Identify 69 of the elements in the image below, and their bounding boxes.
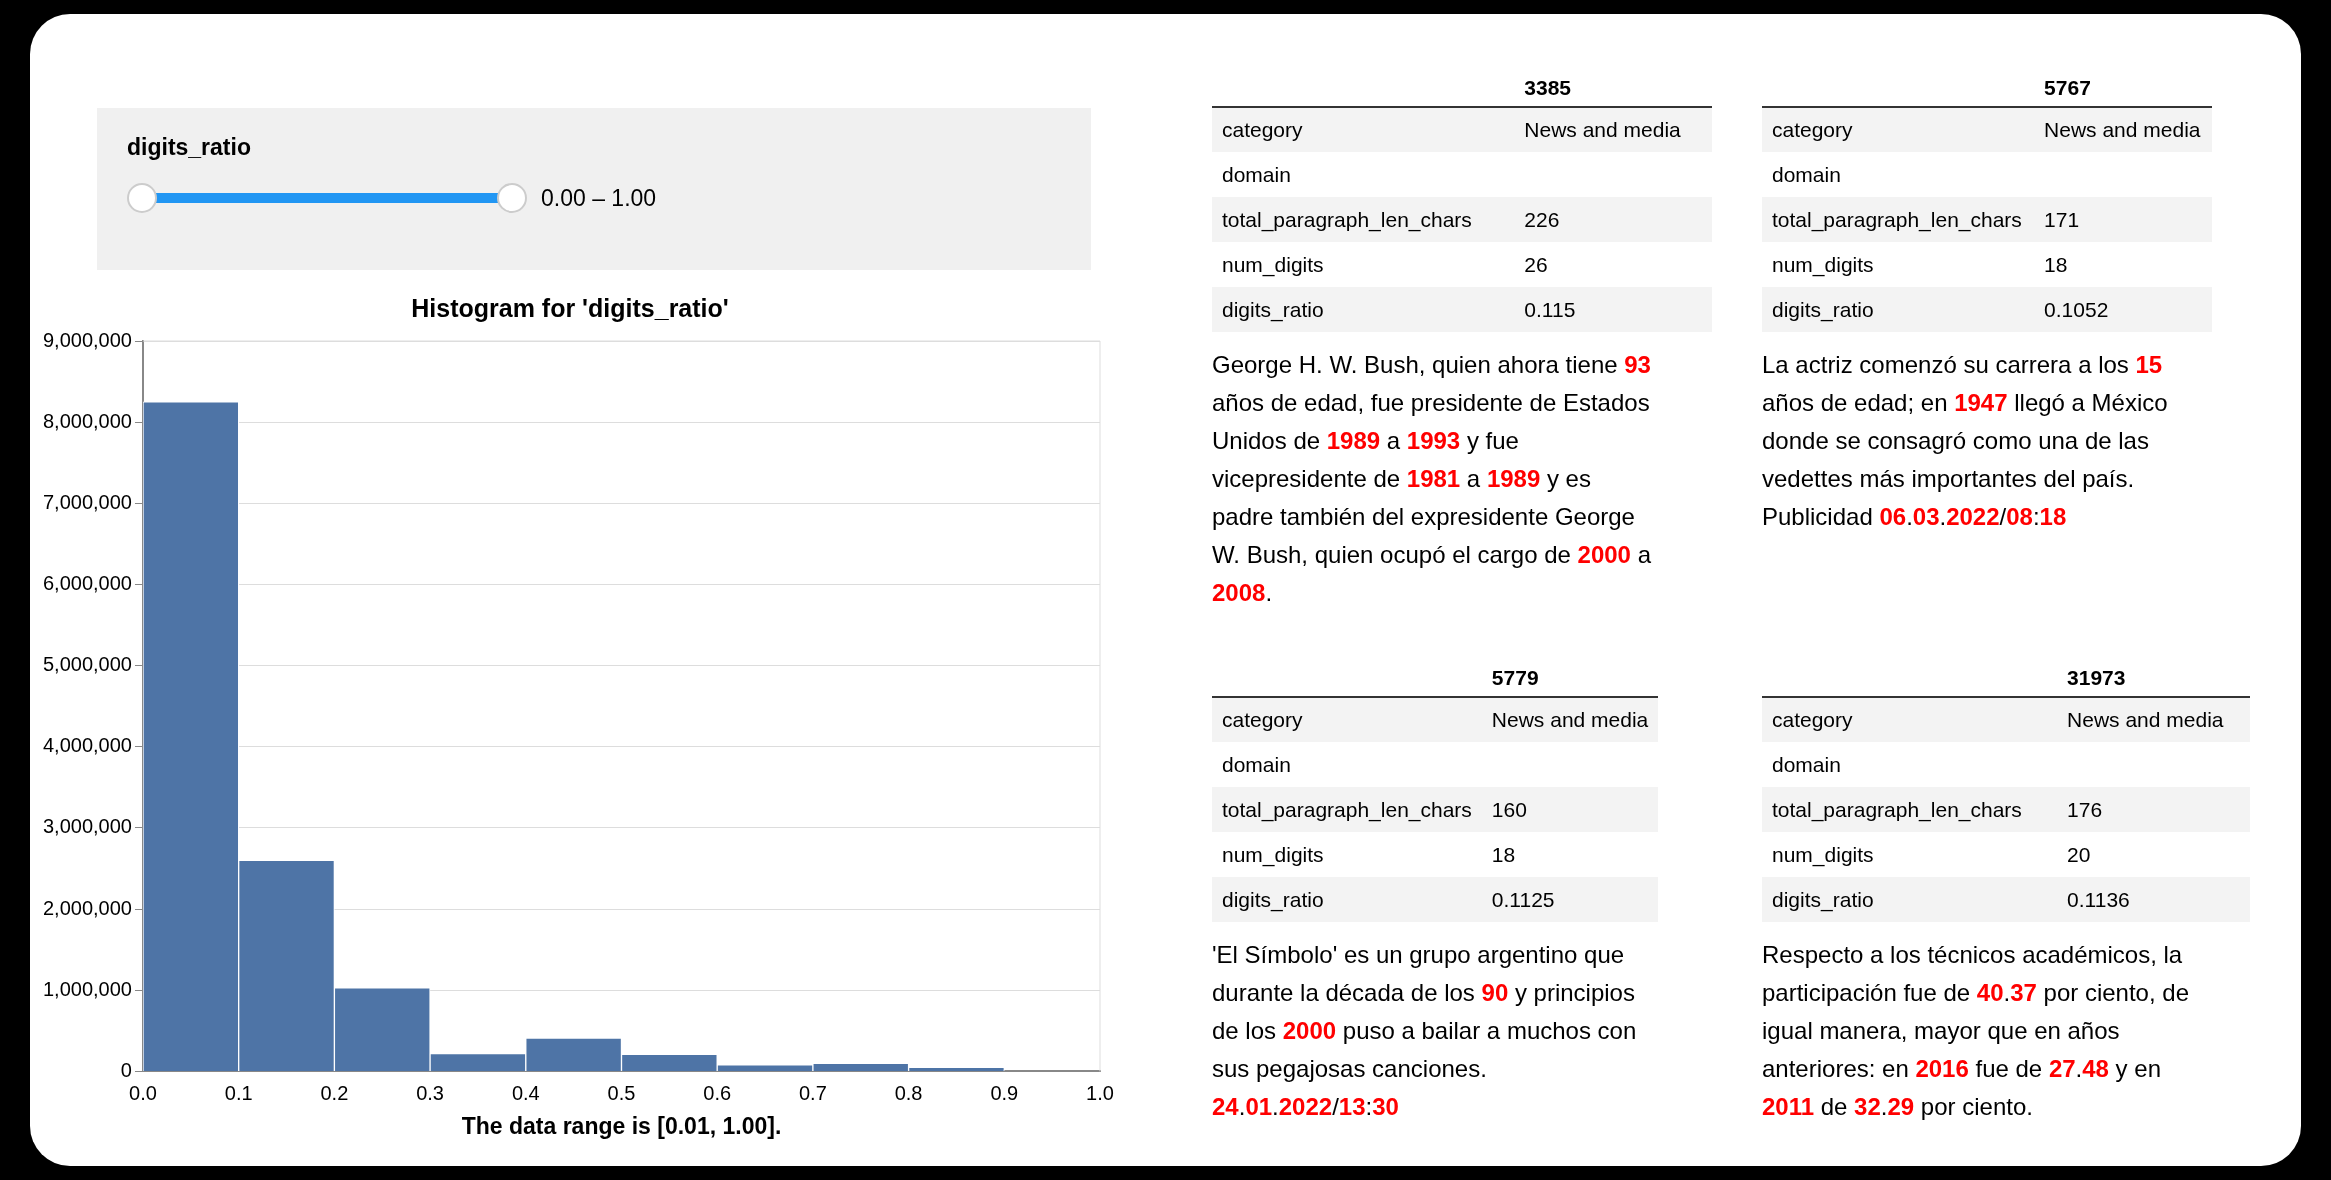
- category-label: digits_ratio: [1221, 886, 1325, 914]
- y-tick-label: 9,000,000: [42, 328, 132, 351]
- y-tick-label: 8,000,000: [42, 409, 132, 432]
- text: 0.1125: [1491, 887, 1555, 911]
- text: digits_ratio: [127, 134, 252, 161]
- text: 176: [2067, 797, 2103, 821]
- category-label: num_digits: [1221, 251, 1325, 279]
- category-label: domain: [1771, 751, 1842, 778]
- text: 18: [2044, 252, 2068, 276]
- y-tick-label: 2,000,000: [42, 896, 132, 919]
- x-tick-label: 0.0: [129, 1081, 157, 1104]
- text: 0.1136: [2067, 887, 2130, 911]
- text: 5779: [1481, 660, 1659, 697]
- text: 5767: [2034, 70, 2212, 107]
- x-axis-title: The data range is [0.01, 1.00].: [461, 1112, 782, 1139]
- category-label: digits_ratio: [1771, 296, 1875, 324]
- x-tick-label: 0.7: [798, 1081, 827, 1104]
- text: 31973: [2057, 660, 2250, 697]
- text: George H. W. Bush, quien ahora tiene 93 años de edad, fue presidente de Estados Unidos de 1989 a 1993 y fue vicepresidente de 1981 a 1989 y es padre también del expresidente George W. Bush, quien ocupó el cargo de 2000 a 2008.: [1212, 351, 1651, 606]
- category-label: total_paragraph_len_chars: [1221, 796, 1473, 824]
- x-tick-label: 0.4: [511, 1081, 540, 1104]
- category-label: num_digits: [1771, 841, 1875, 869]
- category-label: category: [1221, 707, 1304, 733]
- y-tick-label: 4,000,000: [42, 734, 132, 757]
- text: News and media: [1524, 118, 1681, 141]
- category-label: domain: [1221, 751, 1292, 778]
- text: 226: [1524, 207, 1560, 231]
- y-tick-label: 6,000,000: [42, 571, 132, 594]
- category-label: digits_ratio: [1771, 886, 1875, 914]
- category-label: total_paragraph_len_chars: [1221, 206, 1473, 234]
- text: 26: [1524, 252, 1548, 276]
- text: 'El Símbolo' es un grupo argentino que durante la década de los 90 y principios de los 2000 puso a bailar a muchos con sus pegajosas canciones. 24.01.2022/13:30: [1212, 941, 1637, 1120]
- text: La actriz comenzó su carrera a los 15 años de edad; en 1947 llegó a México donde se consagró como una de las vedettes más importantes del país. Publicidad 06.03.2022/08:18: [1762, 351, 2168, 530]
- chart-title: Histogram for 'digits_ratio': [411, 293, 729, 322]
- x-tick-label: 0.8: [894, 1081, 923, 1104]
- category-label: category: [1771, 707, 1854, 733]
- x-tick-label: 1.0: [1086, 1081, 1114, 1104]
- x-tick-label: 0.5: [607, 1081, 636, 1104]
- x-tick-label: 0.9: [990, 1081, 1019, 1104]
- text: 0.00 – 1.00: [541, 184, 657, 212]
- category-label: total_paragraph_len_chars: [1771, 206, 2023, 234]
- category-label: num_digits: [1221, 841, 1325, 869]
- y-tick-label: 0: [120, 1058, 132, 1081]
- text: 160: [1491, 797, 1527, 821]
- category-label: domain: [1221, 161, 1292, 188]
- category-label: num_digits: [1771, 251, 1875, 279]
- y-tick-label: 3,000,000: [42, 815, 132, 838]
- text: News and media: [1491, 708, 1649, 731]
- x-tick-label: 0.1: [224, 1081, 253, 1104]
- text: 0.1052: [2044, 297, 2109, 321]
- category-label: category: [1221, 117, 1304, 143]
- text: News and media: [2067, 708, 2224, 731]
- text: 3385: [1514, 70, 1712, 107]
- y-tick-label: 7,000,000: [42, 490, 132, 513]
- text: Respecto a los técnicos académicos, la participación fue de 40.37 por ciento, de igual manera, mayor que en años anteriores: en 2016 fue de 27.48 y en 2011 de 32.29 por ciento.: [1762, 941, 2189, 1120]
- x-tick-label: 0.3: [416, 1081, 444, 1104]
- category-label: total_paragraph_len_chars: [1771, 796, 2023, 824]
- x-tick-label: 0.6: [703, 1081, 732, 1104]
- category-label: category: [1771, 117, 1854, 143]
- y-tick-label: 5,000,000: [42, 653, 132, 676]
- text: 0.115: [1524, 297, 1576, 321]
- x-tick-label: 0.2: [320, 1081, 349, 1104]
- text: 20: [2067, 842, 2091, 866]
- category-label: digits_ratio: [1221, 296, 1325, 324]
- text: 18: [1491, 842, 1516, 866]
- category-label: domain: [1771, 161, 1842, 188]
- text: News and media: [2044, 118, 2201, 141]
- text: 171: [2044, 207, 2080, 231]
- y-tick-label: 1,000,000: [42, 977, 132, 1000]
